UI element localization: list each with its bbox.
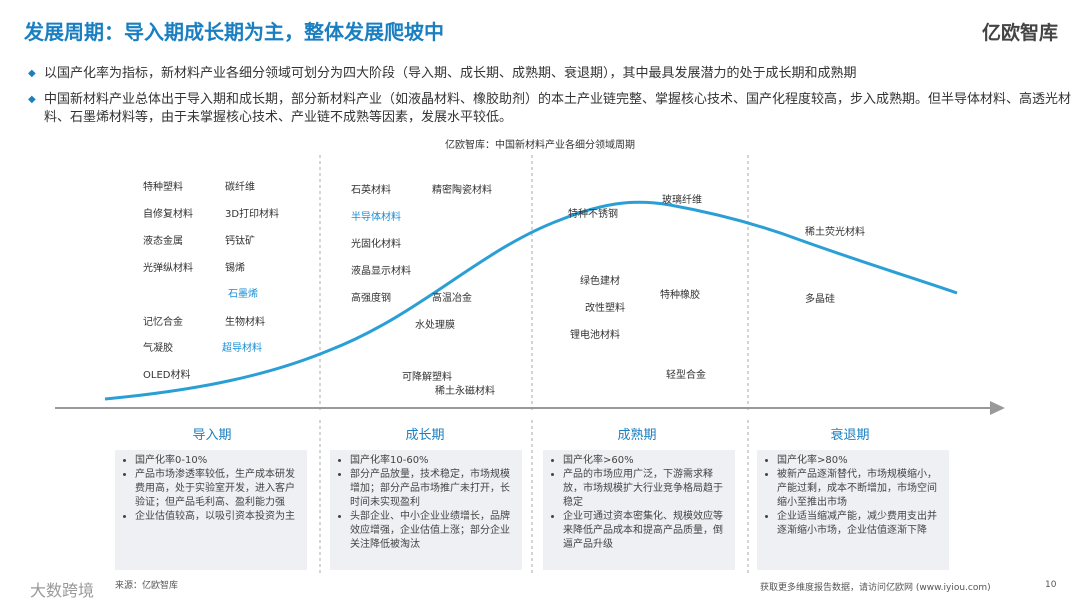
stage-point: 企业可通过资本密集化、规模效应等来降低产品成本和提高产品质量，倒逼产品升级 — [563, 510, 727, 552]
footer-link: 获取更多维度报告数据，请访问亿欧网 (www.iyiou.com) — [760, 583, 991, 593]
stage-point: 国产化率>60% — [563, 454, 727, 468]
material-label: 石墨烯 — [228, 289, 258, 300]
material-label: 液态金属 — [143, 236, 183, 247]
stage-point: 国产化率0-10% — [135, 454, 299, 468]
source: 来源：亿欧智库 — [115, 581, 179, 591]
stage-point: 国产化率>80% — [777, 454, 941, 468]
material-label: 碳纤维 — [225, 182, 255, 193]
stage-point: 产品市场渗透率较低，生产成本研发费用高，处于实验室开发，进入客户验证；但产品毛利… — [135, 468, 299, 510]
stage-box: 国产化率0-10%产品市场渗透率较低，生产成本研发费用高，处于实验室开发，进入客… — [115, 450, 307, 570]
watermark: 大数跨境 — [30, 581, 95, 600]
stage-point: 产品的市场应用广泛，下游需求释放，市场规模扩大行业竞争格局趋于稳定 — [563, 468, 727, 510]
stage-name: 导入期 — [192, 428, 232, 443]
material-label: 绿色建材 — [580, 276, 620, 287]
stage-point: 部分产品放量，技术稳定，市场规模增加；部分产品市场推广未打开，长时间未实现盈利 — [350, 468, 514, 510]
brand: 亿欧智库 — [981, 22, 1058, 44]
material-label: OLED材料 — [143, 370, 191, 381]
title: 发展周期：导入期成长期为主，整体发展爬坡中 — [24, 20, 444, 44]
material-label: 光弹纵材料 — [143, 263, 193, 274]
material-label: 稀土永磁材料 — [435, 386, 495, 397]
point-list: 国产化率10-60%部分产品放量，技术稳定，市场规模增加；部分产品市场推广未打开… — [338, 454, 514, 552]
stage-box: 国产化率>60%产品的市场应用广泛，下游需求释放，市场规模扩大行业竞争格局趋于稳… — [543, 450, 735, 570]
stage-point: 头部企业、中小企业业绩增长，品牌效应增强，企业估值上涨；部分企业关注降低被淘汰 — [350, 510, 514, 552]
point-list: 国产化率>80%被新产品逐渐替代，市场规模缩小，产能过剩，成本不断增加，市场空间… — [765, 454, 941, 538]
stage-name: 衰退期 — [830, 428, 870, 443]
material-label: 特种橡胶 — [660, 290, 700, 301]
material-label: 水处理膜 — [415, 320, 455, 331]
material-label: 特种不锈钢 — [568, 209, 618, 220]
stage-box: 国产化率>80%被新产品逐渐替代，市场规模缩小，产能过剩，成本不断增加，市场空间… — [757, 450, 949, 570]
bullet: 中国新材料产业总体出于导入期和成长期，部分新材料产业（如液晶材料、橡胶助剂）的本… — [28, 91, 1074, 127]
lifecycle-curve — [104, 200, 958, 401]
page-number: 10 — [1045, 580, 1057, 590]
stage-name: 成熟期 — [617, 428, 657, 443]
axis-arrow — [990, 401, 1005, 415]
material-label: 改性塑料 — [585, 303, 625, 314]
stage-point: 企业估值较高，以吸引资本投资为主 — [135, 510, 299, 524]
material-label: 特种塑料 — [143, 182, 183, 193]
material-label: 玻璃纤维 — [662, 195, 702, 206]
material-label: 自修复材料 — [143, 209, 193, 220]
material-label: 钙钛矿 — [225, 236, 255, 247]
material-label: 精密陶瓷材料 — [432, 185, 492, 196]
stage-name: 成长期 — [405, 428, 445, 443]
material-label: 生物材料 — [225, 317, 265, 328]
stage-box: 国产化率10-60%部分产品放量，技术稳定，市场规模增加；部分产品市场推广未打开… — [330, 450, 522, 570]
material-label: 可降解塑料 — [402, 372, 452, 383]
material-label: 3D打印材料 — [225, 209, 280, 220]
material-label: 稀土荧光材料 — [805, 227, 865, 238]
material-label: 液晶显示材料 — [351, 266, 411, 277]
material-label: 光固化材料 — [351, 239, 401, 250]
material-label: 高温冶金 — [432, 293, 472, 304]
material-label: 轻型合金 — [666, 370, 706, 381]
material-label: 气凝胶 — [143, 343, 173, 354]
material-label: 高强度钢 — [351, 293, 391, 304]
stage-point: 国产化率10-60% — [350, 454, 514, 468]
material-label: 锡烯 — [225, 263, 245, 274]
material-label: 石英材料 — [351, 185, 391, 196]
stage-point: 企业适当缩减产能，减少费用支出并逐渐缩小市场，企业估值逐渐下降 — [777, 510, 941, 538]
point-list: 国产化率>60%产品的市场应用广泛，下游需求释放，市场规模扩大行业竞争格局趋于稳… — [551, 454, 727, 552]
material-label: 记忆合金 — [143, 317, 183, 328]
point-list: 国产化率0-10%产品市场渗透率较低，生产成本研发费用高，处于实验室开发，进入客… — [123, 454, 299, 524]
figure-title: 亿欧智库：中国新材料产业各细分领域周期 — [445, 140, 635, 151]
material-label: 半导体材料 — [351, 212, 401, 223]
bullet: 以国产化率为指标，新材料产业各细分领域可划分为四大阶段（导入期、成长期、成熟期、… — [28, 65, 1074, 83]
material-label: 锂电池材料 — [570, 330, 620, 341]
material-label: 超导材料 — [222, 343, 262, 354]
material-label: 多晶硅 — [805, 294, 835, 305]
stage-point: 被新产品逐渐替代，市场规模缩小，产能过剩，成本不断增加，市场空间缩小至推出市场 — [777, 468, 941, 510]
